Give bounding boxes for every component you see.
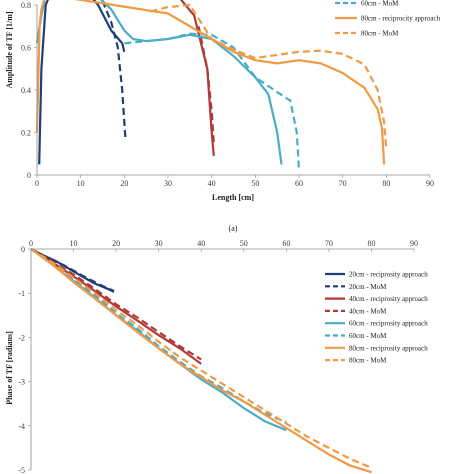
amplitude-legend-label: 80cm - MoM [361, 30, 399, 38]
phase-series-group [30, 248, 372, 474]
chart-b-x-tick-label: 50 [240, 239, 248, 248]
chart-a-x-tick-label: 10 [77, 179, 85, 188]
chart-b-x-tick-label: 20 [112, 239, 120, 248]
chart-a-series-40r-line [179, 0, 215, 156]
chart-a-series-40m-line [197, 26, 215, 144]
chart-b-x-tick-label: 0 [29, 239, 33, 248]
phase-legend: 20cm - reciprosity approach 20cm - MoM 40c… [325, 271, 428, 365]
chart-a-series-60r-line [35, 0, 283, 165]
chart-a-y-tick-label: 0.2 [21, 129, 31, 138]
phase-legend-label: 20cm - MoM [349, 283, 387, 291]
phase-legend-label: 60cm - reciprosity approach [349, 320, 428, 328]
chart-a-series-60m-line [124, 32, 301, 171]
chart-a-series-80m-line [150, 3, 388, 150]
amplitude-x-axis-label: Length [cm] [212, 193, 254, 202]
phase-legend-label: 60cm - MoM [349, 332, 387, 340]
chart-b-x-tick-label: 10 [70, 239, 78, 248]
amplitude-y-axis-label: Amplitude of TF [1/m] [5, 11, 14, 88]
chart-b-y-tick-label: 0 [21, 245, 25, 254]
phase-legend-label: 80cm - MoM [349, 357, 387, 365]
chart-b-y-tick-label: -5 [18, 466, 25, 474]
chart-a-y-tick-label: 0 [27, 171, 31, 180]
chart-b-series-80m-line [30, 248, 372, 469]
chart-a-y-tick-label: 0.8 [21, 1, 31, 10]
panel-caption-a: (a) [229, 224, 238, 233]
chart-a-series-80r-line [35, 0, 386, 165]
chart-a-x-tick-label: 30 [164, 179, 172, 188]
chart-a-x-tick-label: 80 [382, 179, 390, 188]
chart-b-series-80r-line [30, 248, 372, 474]
chart-b-x-tick-label: 60 [282, 239, 290, 248]
amplitude-series-group [35, 0, 388, 171]
chart-a-series-20m-line [101, 0, 127, 142]
chart-b-x-tick-label: 70 [325, 239, 333, 248]
amplitude-legend-label: 80cm - reciprocity approach [361, 15, 441, 23]
phase-legend-label: 20cm - reciprosity approach [349, 271, 428, 279]
chart-a-x-tick-label: 50 [251, 179, 259, 188]
chart-a-x-tick-label: 0 [35, 179, 39, 188]
phase-legend-label: 80cm - reciprosity approach [349, 344, 428, 352]
chart-a-x-tick-label: 40 [208, 179, 216, 188]
phase-y-axis-label: Phase of TF [radians] [5, 331, 14, 405]
chart-a-series-20r-line [38, 0, 126, 165]
amplitude-chart: 0 10 20 30 40 50 60 70 80 90 0 0.2 0.4 0.6 0.8 Amplitu… [5, 0, 441, 233]
chart-b-y-tick-label: -2 [18, 333, 25, 342]
chart-a-y-tick-label: 0.6 [21, 44, 31, 53]
chart-b-x-tick-label: 40 [197, 239, 205, 248]
phase-legend-label: 40cm - MoM [349, 307, 387, 315]
chart-b-series-40r-line [30, 248, 202, 365]
chart-b-y-tick-label: -4 [18, 422, 25, 431]
chart-b-x-tick-label: 80 [367, 239, 375, 248]
chart-a-x-tick-label: 90 [426, 179, 434, 188]
phase-chart: 0 10 20 30 40 50 60 70 80 90 0 -1 -2 -3 -4 -5 Phase of … [5, 239, 428, 474]
chart-b-y-tick-label: -1 [18, 289, 25, 298]
chart-b-x-tick-label: 90 [410, 239, 418, 248]
chart-a-y-tick-label: 0.4 [21, 86, 31, 95]
chart-b-x-tick-label: 30 [155, 239, 163, 248]
chart-a-x-tick-label: 60 [295, 179, 303, 188]
chart-a-x-tick-label: 70 [339, 179, 347, 188]
amplitude-legend: 60cm - MoM 80cm - reciprocity approach 80c… [335, 0, 441, 38]
chart-b-series-40m-line [30, 248, 202, 361]
phase-legend-label: 40cm - reciprosity approach [349, 295, 428, 303]
amplitude-legend-label: 60cm - MoM [361, 0, 399, 8]
chart-a-x-tick-label: 20 [120, 179, 128, 188]
chart-b-series-60m-line [30, 248, 287, 424]
chart-b-y-tick-label: -3 [18, 378, 25, 387]
